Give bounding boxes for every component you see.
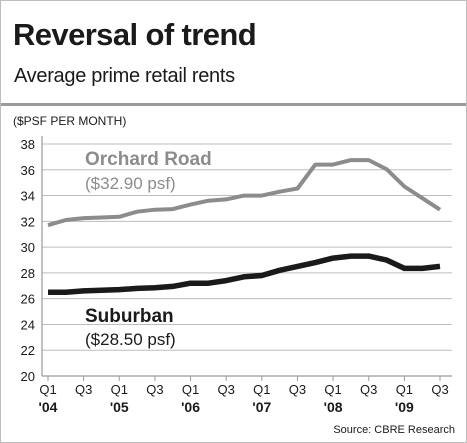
x-tick-quarter-label: Q1 [324,382,341,397]
x-tick-quarter-label: Q3 [75,382,92,397]
x-tick-quarter-label: Q3 [360,382,377,397]
y-tick-label: 38 [21,137,35,152]
y-tick-label: 32 [21,214,35,229]
chart-title: Reversal of trend [13,17,257,52]
series-lines [47,158,442,295]
y-tick-label: 36 [21,163,35,178]
grid-lines [42,143,452,351]
x-tick-quarter-label: Q1 [182,382,199,397]
x-tick-year-label: '09 [395,399,414,415]
series-line-suburban [48,253,441,295]
x-tick-year-label: '06 [181,399,200,415]
x-tick-year-label: '08 [324,399,343,415]
y-axis-title: ($PSF PER MONTH) [13,114,126,128]
title-divider [1,103,466,106]
x-tick-quarter-label: Q1 [111,382,128,397]
suburban-series-name: Suburban [85,306,174,327]
y-tick-label: 20 [21,369,35,384]
chart-subtitle: Average prime retail rents [14,65,235,87]
orchard-road-series-name: Orchard Road [85,149,212,170]
y-tick-label: 30 [21,240,35,255]
x-tick-quarter-label: Q1 [39,382,56,397]
y-tick-label: 22 [21,343,35,358]
suburban-series-value: ($28.50 psf) [85,330,176,349]
x-tick-quarter-label: Q3 [146,382,163,397]
series-line-orchard-road [47,158,442,228]
x-tick-year-label: '07 [252,399,271,415]
axes: 20 22 24 26 28 30 32 34 36 38 Q1 '04 Q3 Q1 '05 Q3 Q1 '06 Q… [21,136,452,415]
x-tick-year-label: '04 [39,399,58,415]
x-tick-year-label: '05 [110,399,129,415]
x-tick-quarter-label: Q1 [396,382,413,397]
y-tick-label: 26 [21,292,35,307]
x-tick-quarter-label: Q3 [289,382,306,397]
orchard-road-series-value: ($32.90 psf) [85,174,176,193]
x-tick-quarter-label: Q3 [431,382,448,397]
x-tick-quarter-label: Q3 [218,382,235,397]
x-tick-quarter-label: Q1 [253,382,270,397]
y-tick-label: 34 [21,189,35,204]
source-note: Source: CBRE Research [333,424,455,436]
y-tick-label: 28 [21,266,35,281]
y-tick-label: 24 [21,317,35,332]
